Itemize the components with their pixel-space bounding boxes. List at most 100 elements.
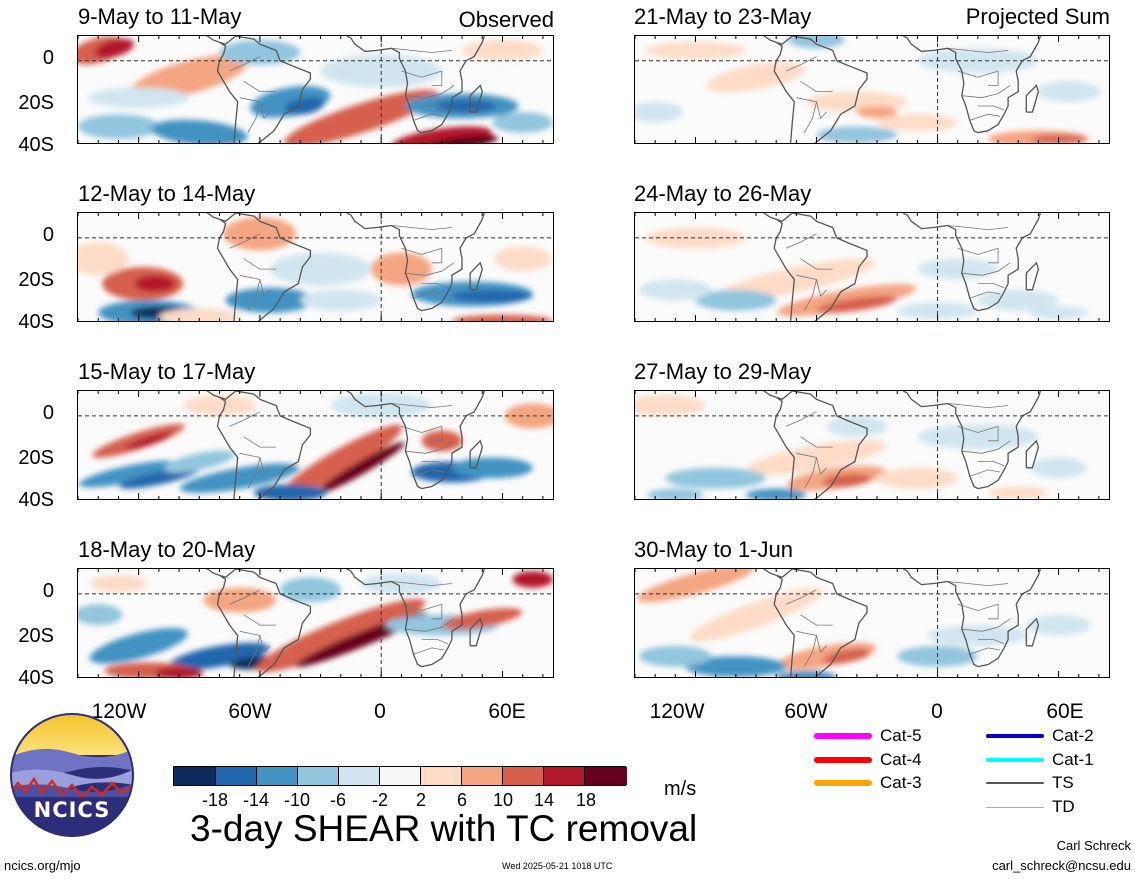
lat-tick: 0 <box>42 224 54 246</box>
shear-anomaly <box>776 670 837 677</box>
lon-tick: 0 <box>931 700 943 723</box>
coastline <box>216 569 312 677</box>
shear-field <box>635 391 1109 499</box>
lat-tick: 0 <box>42 580 54 602</box>
shear-anomaly <box>685 656 787 677</box>
shear-field <box>635 36 1109 143</box>
shear-anomaly <box>816 126 898 143</box>
colorbar-cell <box>543 767 586 785</box>
ncics-logo: NCICS <box>10 713 134 837</box>
coastline <box>902 36 1042 134</box>
country-border <box>229 233 261 249</box>
lat-tick: 20S <box>18 447 54 469</box>
shear-map <box>77 212 554 322</box>
shear-anomaly <box>256 598 426 673</box>
country-border <box>391 403 452 409</box>
coastline <box>205 569 220 576</box>
lon-tick: 120W <box>649 700 705 723</box>
country-border <box>405 262 455 276</box>
shear-anomaly <box>1028 306 1089 319</box>
country-border <box>247 101 261 133</box>
country-border <box>988 248 999 264</box>
shear-anomaly <box>917 258 999 280</box>
shear-anomaly <box>300 289 382 311</box>
shear-anomaly <box>225 287 315 313</box>
shear-anomaly <box>645 42 746 59</box>
shear-anomaly <box>78 604 123 626</box>
shear-anomaly <box>90 575 147 592</box>
shear-anomaly <box>119 467 199 489</box>
legend-label: Cat-1 <box>1052 750 1094 769</box>
country-border <box>796 97 827 120</box>
country-border <box>391 47 452 53</box>
shear-anomaly <box>639 279 712 301</box>
coastline <box>216 36 312 143</box>
legend-item-cat4: Cat-4 <box>814 750 922 770</box>
lat-tick: 20S <box>18 625 54 647</box>
coastline <box>205 36 220 43</box>
country-border <box>247 635 261 667</box>
coastline <box>1025 617 1040 647</box>
country-border <box>421 283 449 289</box>
legend-swatch <box>814 757 872 763</box>
country-border <box>239 630 271 653</box>
country-border <box>391 225 452 231</box>
shear-anomaly <box>317 442 405 494</box>
coastline <box>1025 261 1040 291</box>
lon-tick: 60E <box>1046 700 1084 723</box>
country-border <box>804 635 817 667</box>
country-border <box>247 279 261 311</box>
country-border <box>804 457 817 489</box>
shear-anomaly <box>647 488 704 499</box>
shear-map <box>634 212 1110 322</box>
country-border <box>800 614 833 626</box>
coastline <box>469 439 483 469</box>
lat-tick: 20S <box>18 92 54 114</box>
country-border <box>786 411 817 427</box>
panel-title: 27-May to 29-May <box>634 359 812 384</box>
shear-anomaly <box>270 252 372 286</box>
shear-anomaly <box>179 463 300 493</box>
shear-anomaly <box>927 625 1029 646</box>
shear-anomaly <box>788 36 845 49</box>
shear-map <box>77 35 554 144</box>
ncics-logo-graphic <box>10 713 134 837</box>
coastline <box>773 569 868 677</box>
country-border <box>431 71 443 86</box>
country-border <box>229 589 261 605</box>
panel-title: 21-May to 23-May <box>634 4 812 29</box>
coastline <box>469 84 483 113</box>
country-border <box>431 248 443 264</box>
country-border <box>800 436 833 448</box>
shear-map <box>634 568 1110 678</box>
shear-anomaly <box>163 450 235 473</box>
country-border <box>957 603 999 611</box>
shear-anomaly <box>435 99 497 113</box>
logo-text: NCICS <box>33 798 111 822</box>
coastline <box>469 261 483 291</box>
country-border <box>413 647 444 655</box>
colorbar-label: -6 <box>329 790 346 810</box>
lat-tick: 0 <box>42 47 54 69</box>
shear-anomaly <box>279 424 403 499</box>
footer-email[interactable]: carl_schreck@ncsu.edu <box>992 858 1131 873</box>
coastline <box>469 617 483 647</box>
legend-item-cat2: Cat-2 <box>986 726 1094 746</box>
shear-anomaly <box>512 571 553 588</box>
lon-tick: 0 <box>374 700 386 723</box>
country-border <box>421 461 449 467</box>
legend-swatch <box>986 782 1044 784</box>
coastline <box>346 391 485 490</box>
country-border <box>947 581 1009 587</box>
country-border <box>405 440 455 454</box>
footer-url[interactable]: ncics.org/mjo <box>4 858 81 873</box>
country-border <box>239 452 271 475</box>
shear-anomaly <box>169 642 270 670</box>
legend-label: Cat-4 <box>880 750 922 769</box>
coastline <box>1025 84 1040 113</box>
country-border <box>413 469 444 477</box>
shear-anomaly <box>1030 457 1087 479</box>
shear-anomaly <box>451 289 533 303</box>
colorbar-label: -10 <box>283 790 310 810</box>
shear-anomaly <box>79 460 178 488</box>
